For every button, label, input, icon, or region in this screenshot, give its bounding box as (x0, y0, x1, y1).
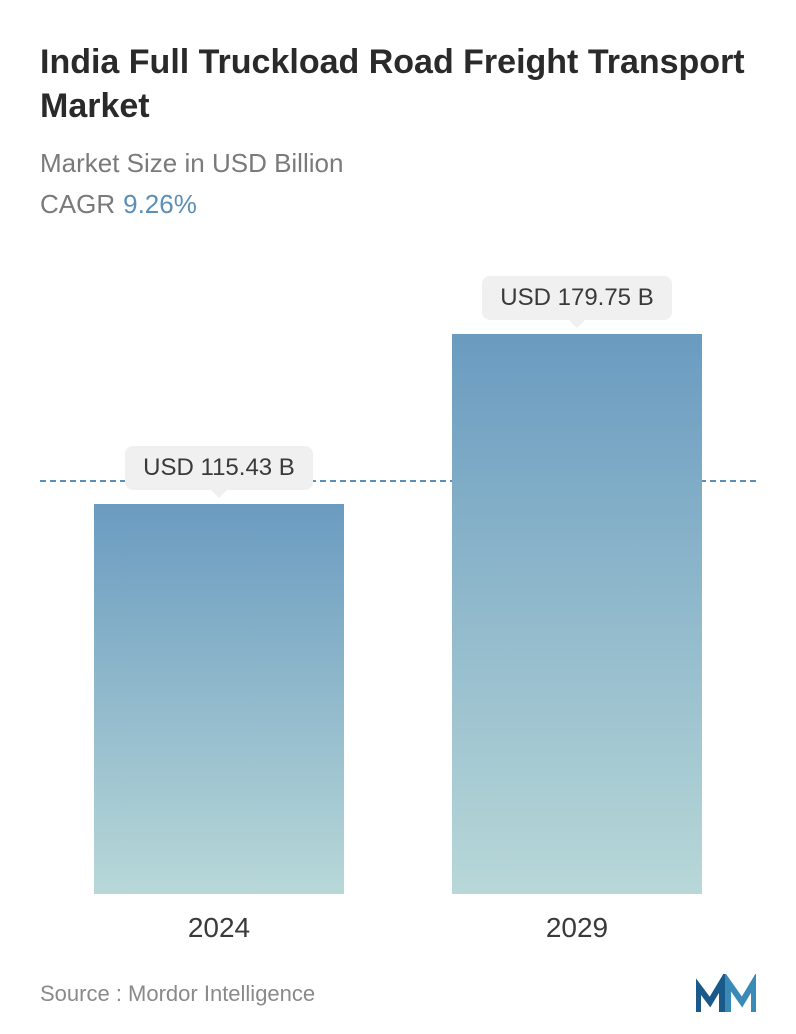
source-text: Source : Mordor Intelligence (40, 981, 315, 1007)
x-label-1: 2029 (437, 912, 717, 944)
bar-1 (452, 334, 702, 894)
value-label-1: USD 179.75 B (482, 276, 671, 320)
bars-container: USD 115.43 B USD 179.75 B (40, 250, 756, 894)
bar-group-0: USD 115.43 B (79, 446, 359, 894)
chart-title: India Full Truckload Road Freight Transp… (40, 40, 756, 128)
chart-subtitle: Market Size in USD Billion (40, 148, 756, 179)
footer: Source : Mordor Intelligence (40, 964, 756, 1014)
cagr-value: 9.26% (123, 189, 197, 219)
logo-icon (696, 974, 756, 1014)
cagr-label: CAGR (40, 189, 115, 219)
chart-area: USD 115.43 B USD 179.75 B 2024 2029 (40, 250, 756, 944)
chart-container: India Full Truckload Road Freight Transp… (0, 0, 796, 1034)
value-label-0: USD 115.43 B (125, 446, 313, 490)
x-label-0: 2024 (79, 912, 359, 944)
x-axis-labels: 2024 2029 (40, 912, 756, 944)
bar-0 (94, 504, 344, 894)
cagr-line: CAGR 9.26% (40, 189, 756, 220)
bar-group-1: USD 179.75 B (437, 276, 717, 894)
